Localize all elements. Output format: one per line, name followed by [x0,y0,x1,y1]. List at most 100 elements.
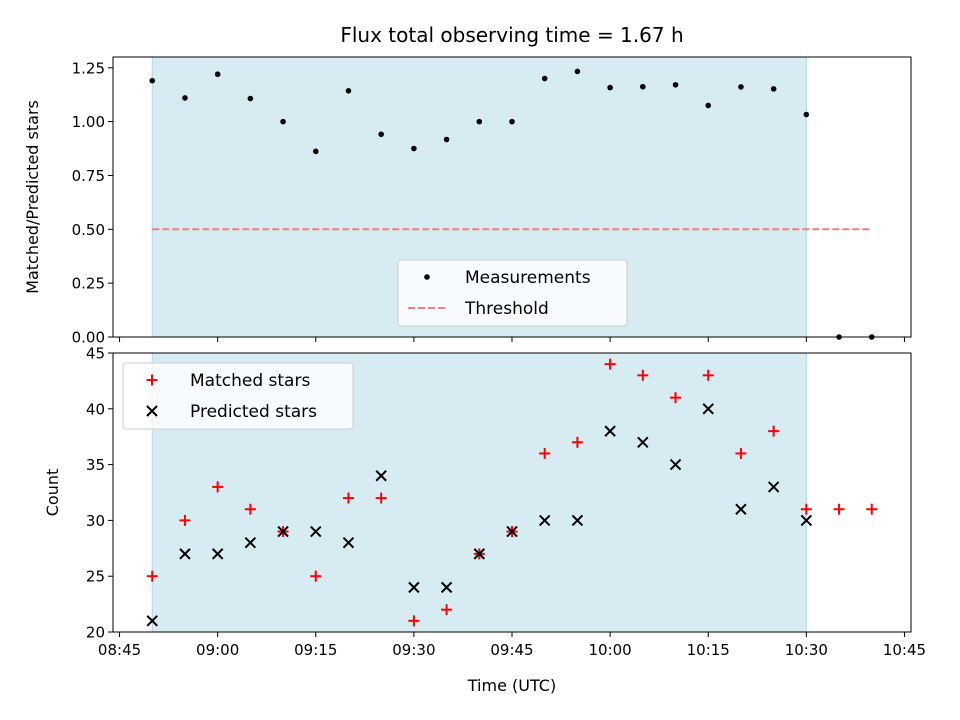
legend-label: Threshold [464,299,549,319]
x-b [735,503,747,515]
matched-star-point [342,492,354,504]
legend-label: Predicted stars [190,402,317,422]
predicted-star-point [440,581,453,594]
y-tick-label: 0.25 [72,275,105,293]
measurement-point [770,86,777,92]
predicted-star-point [604,425,616,437]
predicted-star-point [244,537,257,549]
legend-measurement-swatch [424,274,430,280]
x-b [800,514,813,527]
predicted-star-point [669,458,682,471]
axes-frame-2 [112,352,912,633]
measurement-point [214,71,221,78]
y-tick-label: 0.00 [72,329,105,347]
predicted-star-point [735,503,747,515]
measurement-point [672,81,679,88]
measurement-point [476,118,483,125]
y-axis-label: Matched/Predicted stars [23,100,42,294]
measurement-point [640,83,646,90]
matched-star-point [571,436,583,448]
predicted-star-point [800,514,813,527]
predicted-star-point [375,470,387,482]
y-axis-label: Count [43,469,62,517]
matched-star-point [735,447,747,459]
measurement-point [411,145,417,152]
y-tick-label: 35 [86,456,105,474]
x-tick-label: 09:00 [196,641,239,659]
predicted-star-point [408,581,420,594]
measurement-point [149,77,156,84]
chart-title: Flux total observing time = 1.67 h [340,23,683,47]
measurement-point [247,95,254,102]
matched-star-point [310,570,322,582]
legend-box [397,259,628,327]
measurement-point [312,148,319,155]
x-b [669,458,682,471]
predicted-star-point [637,436,649,448]
measurement-point [803,111,810,118]
measurement-point [378,131,384,138]
x-b [604,425,616,437]
predicted-star-point [211,548,224,560]
matched-star-point [146,570,158,582]
predicted-star-point [571,514,584,527]
y-tick-label: 30 [86,512,105,530]
matched-star-point [702,369,714,381]
x-b [310,525,322,538]
predicted-star-point [506,525,518,538]
x-b [342,537,355,549]
matched-star-point [244,503,256,515]
matched-star-point [768,425,780,437]
x-tick-label: 10:00 [588,641,631,659]
x-b [146,615,158,627]
y-tick-label: 0.75 [72,167,105,185]
matched-star-point [800,503,812,515]
measurement-point [345,88,352,94]
matched-star-point [375,492,387,504]
predicted-star-point [277,525,289,538]
predicted-star-point [146,615,158,627]
matched-star-point [604,358,616,370]
x-b [571,514,584,527]
x-b [702,403,714,415]
x-b [179,548,191,560]
x-b [375,470,387,482]
matched-star-point [539,447,551,459]
x-b [506,525,518,538]
x-axis-label: Time (UTC) [467,676,556,695]
y-tick-label: 1.00 [72,113,105,131]
predicted-star-point [767,481,780,493]
measurement-point [182,95,188,101]
x-tick-label: 10:15 [687,641,730,659]
x-b [440,581,453,594]
matched-star-point [670,392,682,404]
y-tick-label: 0.50 [72,221,105,239]
measurement-point [280,118,286,125]
predicted-star-point [179,548,191,560]
matched-star-point [212,481,224,493]
measurement-point [443,136,450,143]
x-b [211,548,224,560]
y-tick-label: 40 [86,400,105,418]
x-b [277,525,289,538]
matched-star-point [866,503,878,515]
x-b [408,581,420,594]
predicted-star-point [342,537,355,549]
x-b [538,514,551,527]
predicted-star-point [310,525,322,538]
measurement-point [509,118,515,125]
legend-predicted-swatch [146,405,158,417]
legend-box [122,362,354,430]
x-b [473,548,486,560]
y-tick-label: 20 [86,624,105,642]
measurement-point [574,68,581,75]
x-b [767,481,780,493]
x-b [637,436,649,448]
x-tick-label: 09:30 [392,641,435,659]
predicted-star-point [538,514,551,527]
y-tick-label: 25 [86,568,105,586]
matched-star-point [637,369,649,381]
predicted-star-point [473,548,486,560]
matched-star-point [833,503,845,515]
